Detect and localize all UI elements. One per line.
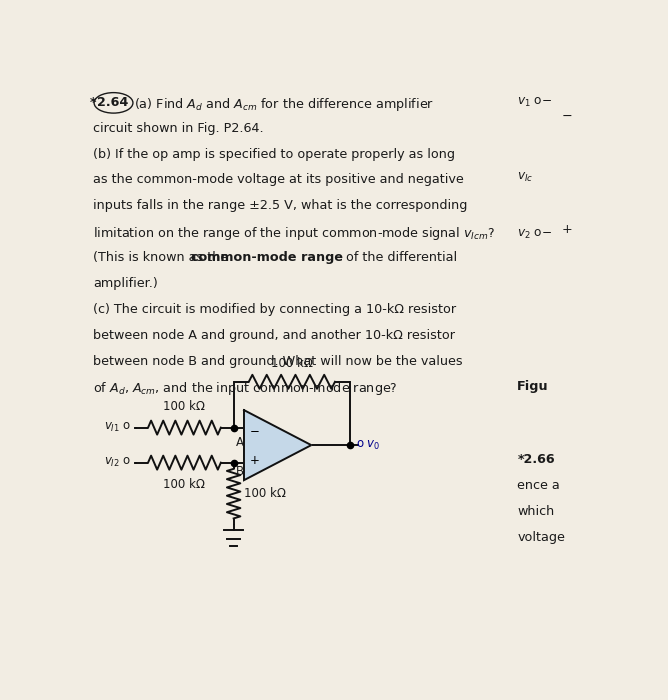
Text: (c) The circuit is modified by connecting a 10-kΩ resistor: (c) The circuit is modified by connectin… (93, 303, 456, 316)
Text: 100 kΩ: 100 kΩ (244, 487, 286, 500)
Text: of $A_d$, $A_{cm}$, and the input common-mode range?: of $A_d$, $A_{cm}$, and the input common… (93, 381, 397, 398)
Text: which: which (517, 505, 554, 517)
Text: B: B (236, 466, 244, 478)
Text: inputs falls in the range ±2.5 V, what is the corresponding: inputs falls in the range ±2.5 V, what i… (93, 199, 467, 212)
Text: $v_1$ o$-$: $v_1$ o$-$ (517, 96, 552, 109)
Text: amplifier.): amplifier.) (93, 277, 158, 290)
Text: 100 kΩ: 100 kΩ (271, 357, 313, 370)
Polygon shape (244, 410, 311, 480)
Text: o $v_0$: o $v_0$ (356, 439, 381, 452)
Text: as the common-mode voltage at its positive and negative: as the common-mode voltage at its positi… (93, 174, 464, 186)
Text: $-$: $-$ (249, 424, 260, 436)
Text: Figu: Figu (517, 381, 549, 393)
Text: (b) If the op amp is specified to operate properly as long: (b) If the op amp is specified to operat… (93, 148, 455, 160)
Text: 100 kΩ: 100 kΩ (164, 400, 206, 412)
Text: $v_{I2}$ o: $v_{I2}$ o (104, 456, 132, 469)
Text: of the differential: of the differential (343, 251, 458, 264)
Text: voltage: voltage (517, 531, 565, 543)
Text: between node A and ground, and another 10-kΩ resistor: between node A and ground, and another 1… (93, 329, 455, 342)
Text: limitation on the range of the input common-mode signal $v_{Icm}$?: limitation on the range of the input com… (93, 225, 495, 242)
Text: *: * (90, 96, 96, 109)
Text: between node B and ground. What will now be the values: between node B and ground. What will now… (93, 355, 462, 368)
Text: (a) Find $A_d$ and $A_{cm}$ for the difference amplifier: (a) Find $A_d$ and $A_{cm}$ for the diff… (134, 96, 434, 113)
Text: $-$: $-$ (561, 108, 572, 122)
Text: ence a: ence a (517, 479, 560, 492)
Text: $v_{I1}$ o: $v_{I1}$ o (104, 421, 132, 434)
Text: *2.66: *2.66 (517, 453, 555, 466)
Text: $v_{Ic}$: $v_{Ic}$ (517, 171, 534, 184)
Text: 2.64: 2.64 (97, 96, 128, 109)
Text: $+$: $+$ (249, 454, 260, 467)
Text: common-mode range: common-mode range (191, 251, 343, 264)
Text: $+$: $+$ (561, 223, 572, 236)
Text: circuit shown in Fig. P2.64.: circuit shown in Fig. P2.64. (93, 122, 263, 134)
Text: 100 kΩ: 100 kΩ (164, 477, 206, 491)
Text: (This is known as the: (This is known as the (93, 251, 232, 264)
Text: A: A (236, 436, 244, 449)
Text: $v_2$ o$-$: $v_2$ o$-$ (517, 228, 552, 241)
